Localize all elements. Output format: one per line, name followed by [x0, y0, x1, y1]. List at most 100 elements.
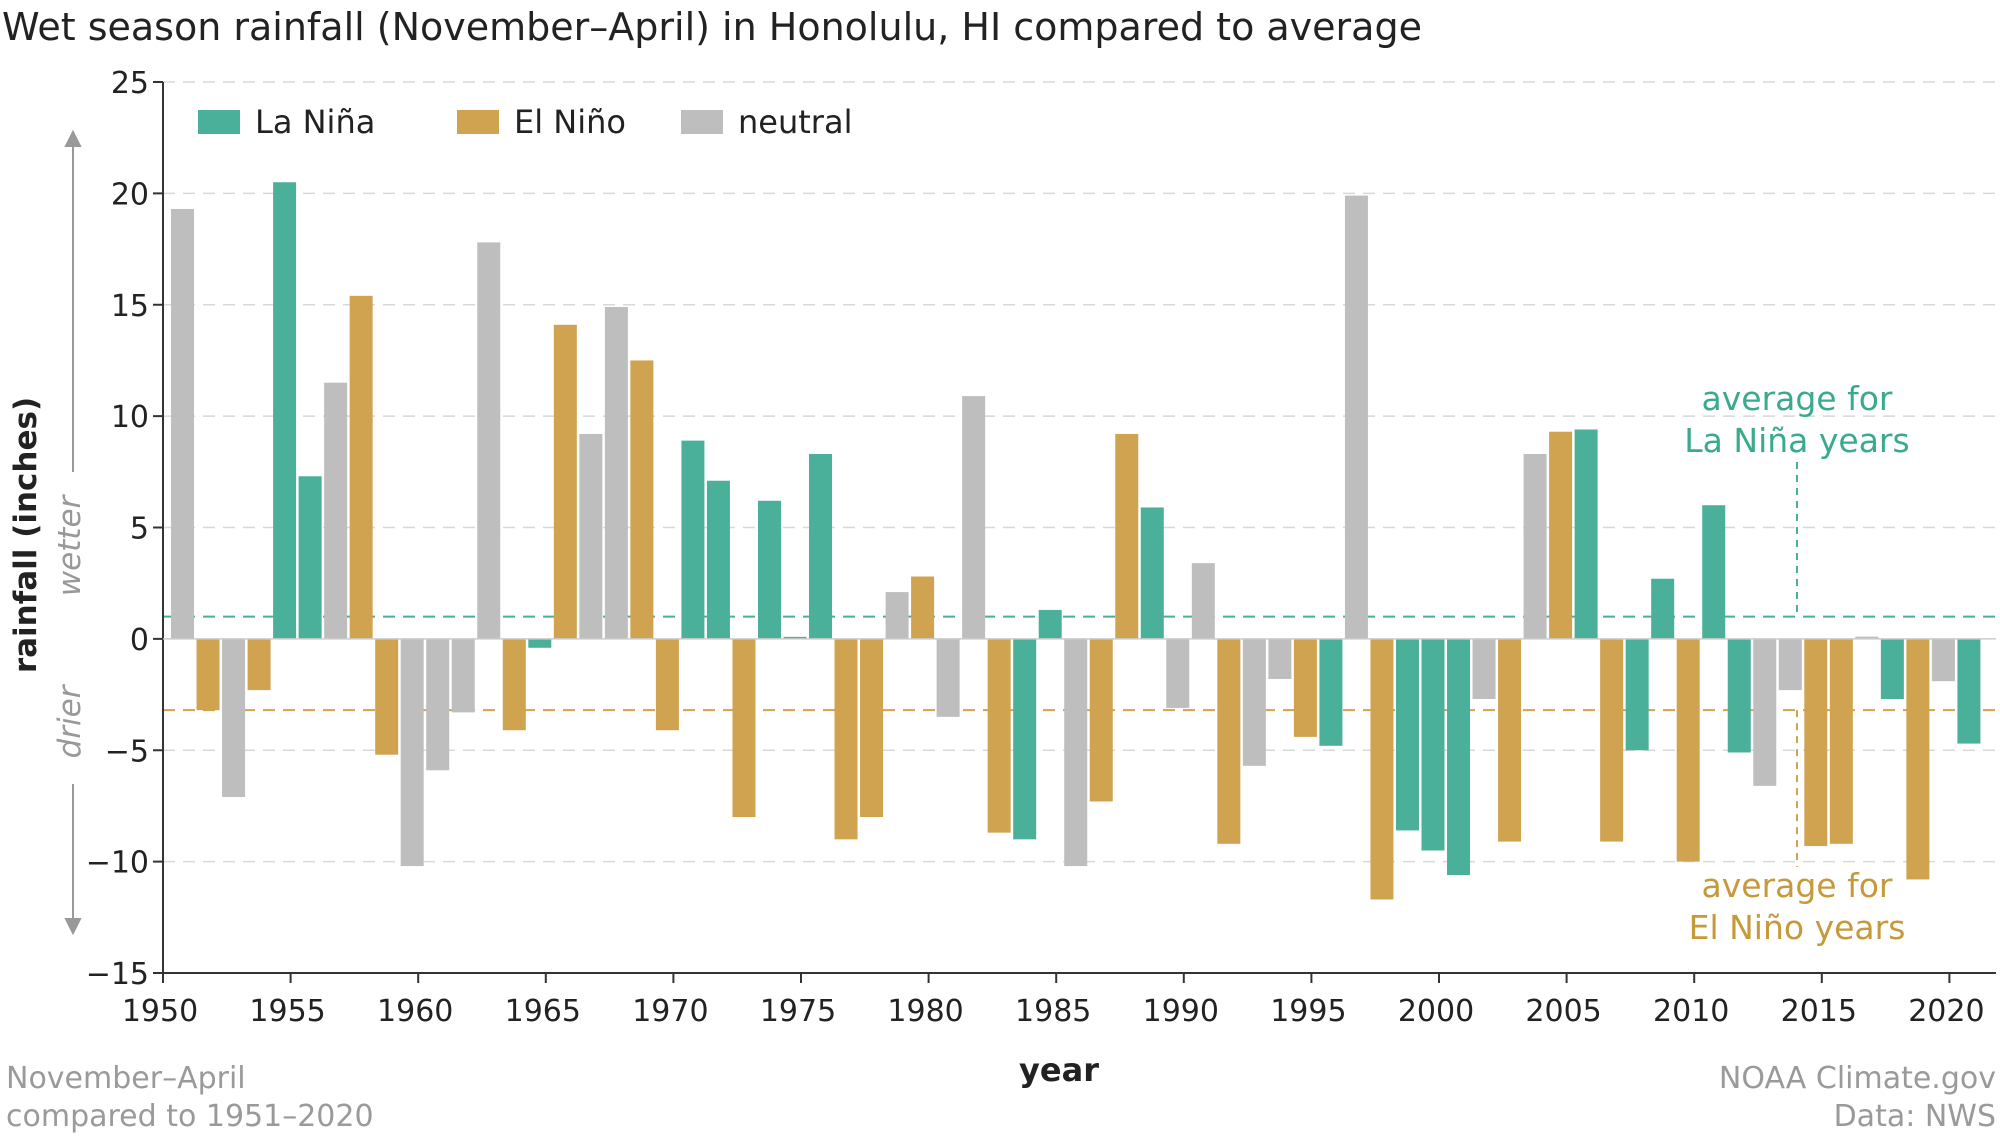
- bar-1962: [451, 638, 475, 713]
- y-axis-title: rainfall (inches): [8, 397, 44, 673]
- bar-1982: [962, 396, 986, 639]
- bar-1986: [1064, 638, 1088, 867]
- legend-swatch-lanina: [198, 110, 240, 134]
- bar-1978: [860, 638, 884, 818]
- bar-1956: [298, 476, 322, 639]
- x-tick-label: 2000: [1398, 994, 1474, 1029]
- wetter-arrow: [64, 129, 82, 472]
- y-tick-label: 5: [130, 512, 149, 547]
- x-tick-label: 1995: [1270, 994, 1346, 1029]
- bar-1973: [732, 638, 756, 818]
- bar-1984: [1013, 638, 1037, 840]
- bar-1960: [400, 638, 424, 867]
- bar-1989: [1140, 507, 1164, 639]
- legend-swatch-neutral: [681, 110, 723, 134]
- bar-1965: [528, 638, 552, 648]
- bar-1958: [349, 295, 373, 639]
- x-tick-label: 2010: [1653, 994, 1729, 1029]
- bar-1990: [1166, 638, 1190, 708]
- y-tick-label: 25: [111, 66, 149, 101]
- footnote-left-1: November–April: [6, 1061, 246, 1096]
- drier-arrow: [64, 784, 82, 936]
- y-tick-label: 10: [111, 400, 149, 435]
- bar-2000: [1421, 638, 1445, 851]
- x-tick-label: 1960: [377, 994, 453, 1029]
- x-tick-label: 2020: [1908, 994, 1984, 1029]
- bar-1964: [502, 638, 526, 731]
- bar-2021: [1957, 638, 1981, 744]
- x-tick-label: 1985: [1015, 994, 1091, 1029]
- x-tick-label: 1975: [760, 994, 836, 1029]
- bar-1961: [426, 638, 450, 771]
- elnino-average-label-2: El Niño years: [1689, 908, 1906, 947]
- bar-1988: [1115, 433, 1139, 639]
- bar-1996: [1319, 638, 1343, 746]
- y-tick-label: −10: [86, 846, 149, 881]
- bar-1981: [936, 638, 960, 717]
- bar-2013: [1753, 638, 1777, 786]
- legend-label-elnino: El Niño: [514, 103, 626, 141]
- bar-1974: [757, 500, 781, 639]
- bar-2010: [1676, 638, 1700, 862]
- footnote-source: NOAA Climate.gov: [1719, 1061, 1996, 1096]
- bar-1966: [553, 324, 577, 639]
- x-tick-label: 1970: [632, 994, 708, 1029]
- bar-1987: [1089, 638, 1113, 802]
- bar-1967: [579, 433, 603, 639]
- bar-1997: [1344, 195, 1368, 639]
- bar-1998: [1370, 638, 1394, 900]
- bar-1992: [1217, 638, 1241, 844]
- lanina-average-label-1: average for: [1702, 379, 1893, 418]
- bar-2016: [1829, 638, 1853, 844]
- y-tick-label: −15: [86, 957, 149, 992]
- bar-2002: [1472, 638, 1496, 700]
- x-tick-label: 2015: [1781, 994, 1857, 1029]
- bar-1968: [604, 306, 628, 639]
- bar-2008: [1625, 638, 1649, 751]
- bar-2009: [1651, 578, 1675, 639]
- x-tick-label: 1990: [1143, 994, 1219, 1029]
- bar-1955: [273, 182, 297, 639]
- x-axis-title: year: [1019, 1051, 1099, 1089]
- bar-1983: [987, 638, 1011, 833]
- bar-1995: [1293, 638, 1317, 737]
- bar-2017: [1855, 636, 1879, 639]
- x-tick-label: 2005: [1525, 994, 1601, 1029]
- bar-1969: [630, 360, 654, 639]
- lanina-average-label-2: La Niña years: [1684, 421, 1909, 460]
- bar-2015: [1804, 638, 1828, 847]
- bar-2003: [1498, 638, 1522, 842]
- bar-1971: [681, 440, 705, 639]
- bar-1993: [1242, 638, 1266, 766]
- bar-1957: [324, 382, 348, 639]
- wetter-label: wetter: [52, 493, 88, 596]
- footnote-left-2: compared to 1951–2020: [6, 1099, 374, 1134]
- bar-1985: [1038, 609, 1062, 639]
- bar-1972: [706, 480, 730, 639]
- bar-2006: [1574, 429, 1598, 639]
- bar-1953: [222, 638, 246, 798]
- bar-1954: [247, 638, 271, 691]
- bar-1977: [834, 638, 858, 840]
- bar-2012: [1727, 638, 1751, 753]
- bar-1975: [783, 636, 807, 639]
- bar-1999: [1395, 638, 1419, 831]
- legend-label-neutral: neutral: [738, 103, 852, 141]
- bar-1959: [375, 638, 399, 755]
- y-tick-label: 20: [111, 177, 149, 212]
- bar-1952: [196, 638, 220, 711]
- bar-1994: [1268, 638, 1292, 679]
- bar-1979: [885, 592, 909, 639]
- x-tick-label: 1955: [249, 994, 325, 1029]
- bar-1976: [809, 453, 833, 639]
- bar-1963: [477, 242, 501, 639]
- x-tick-label: 1980: [887, 994, 963, 1029]
- bar-1991: [1191, 563, 1215, 639]
- bar-2001: [1447, 638, 1471, 875]
- bar-2019: [1906, 638, 1930, 880]
- y-tick-label: 15: [111, 289, 149, 324]
- bar-1951: [171, 208, 195, 639]
- x-tick-label: 1950: [122, 994, 198, 1029]
- bar-2014: [1778, 638, 1802, 691]
